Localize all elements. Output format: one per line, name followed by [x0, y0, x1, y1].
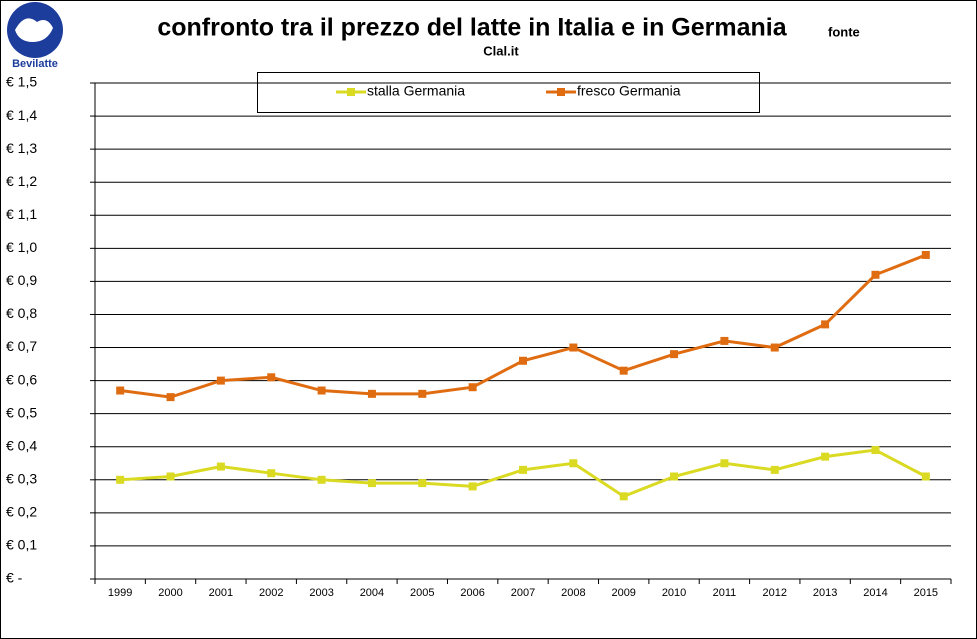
point-marker [116, 475, 125, 484]
legend-marker [557, 88, 565, 96]
point-marker [317, 386, 326, 395]
point-marker [267, 469, 276, 478]
y-tick-label: € 0,7 [6, 338, 37, 354]
y-tick-label: € 1,5 [6, 74, 37, 90]
x-tick-label: 2015 [914, 587, 938, 599]
point-marker [468, 482, 477, 491]
point-marker [871, 270, 880, 279]
chart-title: confronto tra il prezzo del latte in Ita… [157, 14, 787, 42]
y-tick-label: € 0,5 [6, 404, 37, 420]
point-marker [519, 356, 527, 365]
x-tick-label: 2009 [611, 587, 635, 599]
x-tick-label: 2014 [863, 587, 887, 599]
x-tick-label: 2013 [813, 587, 837, 599]
x-tick-label: 2010 [662, 587, 686, 599]
point-marker [619, 366, 628, 375]
point-marker [569, 459, 578, 468]
x-tick-label: 2005 [410, 587, 434, 599]
point-marker [367, 479, 376, 488]
x-tick-label: 2011 [713, 587, 737, 599]
point-marker [468, 383, 477, 392]
x-tick-label: 2006 [460, 587, 484, 599]
y-tick-label: € 1,4 [6, 107, 37, 123]
y-tick-label: € 1,0 [6, 239, 37, 255]
legend-label: stalla Germania [367, 83, 465, 99]
point-marker [670, 350, 679, 359]
point-marker [821, 452, 830, 461]
x-tick-label: 2004 [360, 587, 384, 599]
y-tick-label: € 1,2 [6, 173, 37, 189]
point-marker [267, 373, 276, 382]
y-tick-label: € 0,3 [6, 471, 37, 487]
y-tick-label: € 0,4 [6, 437, 37, 453]
point-marker [770, 465, 779, 474]
point-marker [317, 475, 326, 484]
logo: Bevilatte [7, 2, 63, 70]
point-marker [921, 250, 930, 259]
point-marker [569, 343, 578, 352]
point-marker [720, 336, 729, 345]
y-tick-label: € - [6, 570, 23, 586]
x-tick-label: 2001 [209, 587, 233, 599]
legend-label: fresco Germania [577, 83, 681, 99]
chart-subtitle: fonte [828, 24, 860, 39]
y-tick-label: € 0,6 [6, 371, 37, 387]
y-tick-label: € 1,1 [6, 206, 37, 222]
point-marker [871, 446, 880, 455]
point-marker [166, 393, 175, 402]
source: Clal.it [483, 43, 519, 58]
point-marker [367, 389, 376, 398]
x-tick-label: 2002 [259, 587, 283, 599]
logo-text: Bevilatte [12, 58, 58, 70]
point-marker [116, 386, 125, 395]
point-marker [216, 376, 225, 385]
y-tick-label: € 1,3 [6, 140, 37, 156]
x-tick-label: 2007 [511, 587, 535, 599]
point-marker [921, 472, 930, 481]
point-marker [720, 459, 729, 468]
point-marker [770, 343, 779, 352]
point-marker [619, 492, 628, 501]
x-tick-label: 2000 [158, 587, 182, 599]
y-tick-label: € 0,2 [6, 504, 37, 520]
point-marker [821, 320, 830, 329]
x-tick-label: 2012 [763, 587, 787, 599]
y-tick-label: € 0,8 [6, 305, 37, 321]
x-tick-label: 2008 [561, 587, 585, 599]
point-marker [670, 472, 679, 481]
y-tick-label: € 0,1 [6, 537, 37, 553]
logo-shape [15, 18, 53, 42]
point-marker [418, 479, 427, 488]
y-tick-label: € 0,9 [6, 272, 37, 288]
legend-marker [347, 88, 355, 96]
point-marker [166, 472, 175, 481]
point-marker [519, 465, 527, 474]
x-tick-label: 2003 [309, 587, 333, 599]
x-tick-label: 1999 [108, 587, 132, 599]
legend-box [257, 72, 760, 113]
point-marker [216, 462, 225, 471]
point-marker [418, 389, 427, 398]
